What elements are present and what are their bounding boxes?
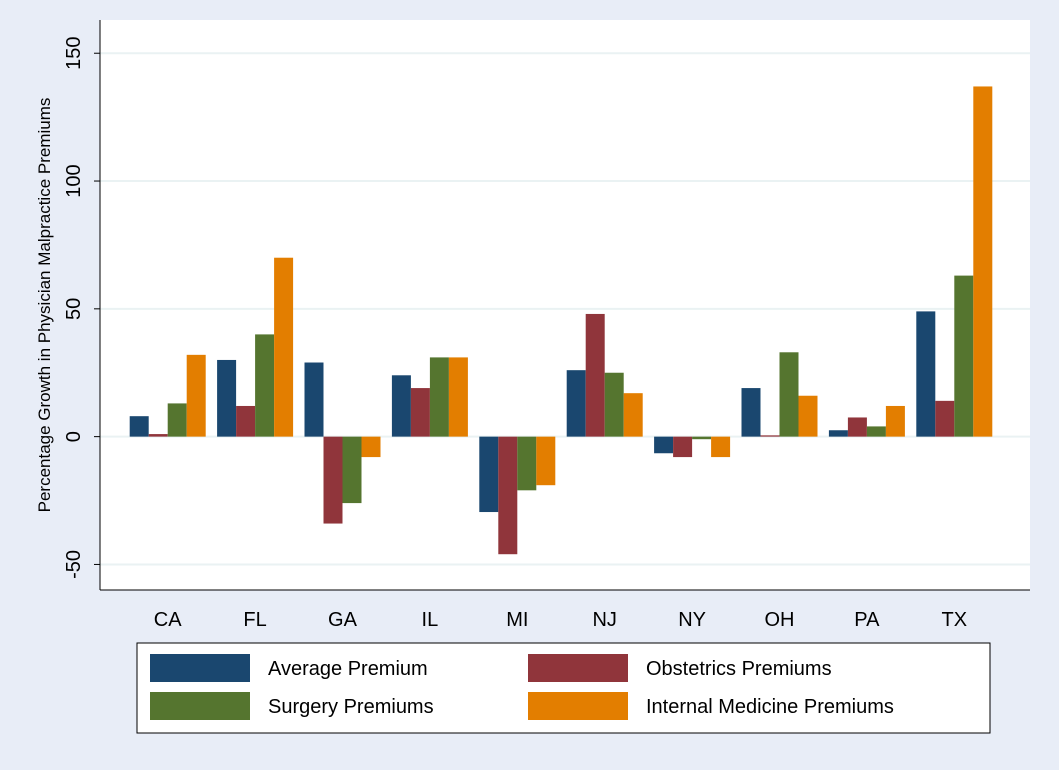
bar xyxy=(129,416,149,437)
legend-swatch xyxy=(150,692,250,720)
bar xyxy=(654,436,674,454)
y-tick-label: -50 xyxy=(63,550,85,579)
bar xyxy=(866,426,886,437)
bar xyxy=(304,362,324,437)
bar xyxy=(361,436,381,458)
x-tick-label: NY xyxy=(678,609,706,631)
bar xyxy=(585,313,605,437)
legend-label: Obstetrics Premiums xyxy=(646,658,832,680)
bar xyxy=(779,352,799,437)
bar xyxy=(935,400,955,437)
x-tick-label: TX xyxy=(942,609,968,631)
x-tick-label: GA xyxy=(328,609,358,631)
bar xyxy=(604,372,624,437)
bar xyxy=(741,388,761,437)
bar xyxy=(517,436,537,491)
y-tick-label: 100 xyxy=(63,164,85,197)
bar xyxy=(448,357,468,437)
bar xyxy=(498,436,518,555)
legend-swatch xyxy=(528,692,628,720)
legend-swatch xyxy=(150,654,250,682)
bar xyxy=(954,275,974,437)
bar xyxy=(255,334,275,437)
x-tick-label: PA xyxy=(854,609,880,631)
bar xyxy=(429,357,449,437)
bar xyxy=(274,257,294,437)
bar xyxy=(623,393,643,437)
x-tick-label: OH xyxy=(765,609,795,631)
bar xyxy=(973,86,993,437)
bar xyxy=(847,417,867,437)
y-axis-label: Percentage Growth in Physician Malpracti… xyxy=(35,98,54,513)
legend-label: Average Premium xyxy=(268,658,428,680)
bar xyxy=(885,405,905,437)
bar xyxy=(342,436,362,504)
x-tick-label: IL xyxy=(422,609,439,631)
bar xyxy=(410,388,430,437)
bar xyxy=(566,370,586,437)
bar xyxy=(916,311,936,437)
plot-area xyxy=(100,20,1030,590)
x-tick-label: CA xyxy=(154,609,182,631)
legend-label: Internal Medicine Premiums xyxy=(646,696,894,718)
bar xyxy=(828,430,848,437)
bar xyxy=(536,436,556,486)
legend-swatch xyxy=(528,654,628,682)
y-tick-label: 0 xyxy=(63,431,85,442)
bar xyxy=(760,435,780,437)
y-tick-label: 150 xyxy=(63,37,85,70)
bar xyxy=(692,436,712,440)
bar xyxy=(236,405,256,437)
bar xyxy=(711,436,731,458)
x-tick-label: FL xyxy=(243,609,266,631)
bar xyxy=(673,436,693,458)
bar xyxy=(323,436,343,524)
bar xyxy=(479,436,499,513)
bar xyxy=(186,354,206,437)
x-tick-label: NJ xyxy=(592,609,616,631)
bar xyxy=(798,395,818,437)
bar xyxy=(148,434,168,437)
y-tick-label: 50 xyxy=(63,298,85,320)
legend-label: Surgery Premiums xyxy=(268,696,434,718)
bar xyxy=(391,375,411,437)
bar xyxy=(167,403,187,437)
x-tick-label: MI xyxy=(506,609,528,631)
bar xyxy=(217,359,237,437)
